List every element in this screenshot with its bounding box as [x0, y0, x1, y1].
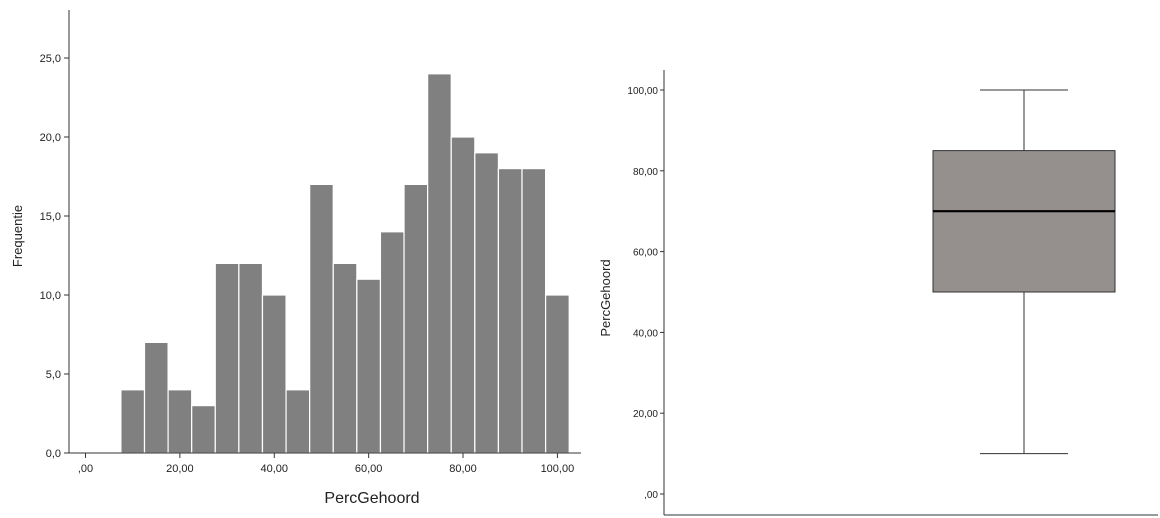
y-tick-label: 60,00: [633, 248, 658, 259]
histogram-bar: [285, 389, 311, 454]
y-axis-ticks: ,00 20,00 40,00 60,00 80,00 100,00: [627, 86, 664, 501]
x-tick-label: 20,00: [166, 463, 194, 475]
y-tick-label: 25,0: [40, 53, 61, 65]
histogram-bar: [427, 73, 452, 454]
x-tick-label: 60,00: [355, 463, 383, 475]
histogram-bar: [238, 262, 264, 454]
y-tick-label: 20,00: [633, 409, 658, 420]
y-tick-label: ,00: [644, 490, 658, 501]
histogram-bar: [356, 278, 382, 454]
histogram-bar: [332, 262, 358, 454]
y-tick-label: 10,0: [40, 290, 61, 302]
x-axis-ticks: ,00 20,00 40,00 60,00 80,00 100,00: [78, 453, 574, 475]
x-tick-label: ,00: [78, 463, 93, 475]
y-tick-label: 0,0: [46, 448, 61, 460]
histogram-bar: [474, 152, 500, 454]
histogram-bar: [191, 405, 216, 454]
x-tick-label: 80,00: [449, 463, 477, 475]
histogram-chart: 0,0 5,0 10,0 15,0 20,0 25,0 ,00 20,00 40,00 60,0…: [10, 10, 581, 507]
histogram-bar: [450, 136, 476, 454]
histogram-bar: [521, 168, 547, 454]
boxplot-chart: ,00 20,00 40,00 60,00 80,00 100,00 PercGehoor…: [598, 70, 1158, 516]
y-axis-title: PercGehoord: [598, 259, 613, 336]
histogram-bar: [214, 262, 240, 454]
y-axis-title: Frequentie: [10, 205, 25, 267]
y-tick-label: 100,00: [627, 86, 658, 97]
x-tick-label: 40,00: [261, 463, 289, 475]
boxplot-glyph: [932, 89, 1116, 455]
histogram-bar: [261, 294, 287, 454]
y-tick-label: 5,0: [46, 369, 61, 381]
iqr-box: [932, 150, 1116, 293]
x-tick-label: 100,00: [541, 463, 575, 475]
histogram-bar: [120, 389, 146, 454]
histogram-bar: [403, 183, 429, 454]
histogram-bar: [379, 231, 405, 454]
y-tick-label: 15,0: [40, 211, 61, 223]
histogram-bar: [143, 341, 169, 454]
histogram-bar: [497, 168, 523, 454]
histogram-bar: [545, 294, 570, 454]
y-axis-ticks: 0,0 5,0 10,0 15,0 20,0 25,0: [40, 53, 69, 460]
y-tick-label: 20,0: [40, 132, 61, 144]
y-tick-label: 80,00: [633, 167, 658, 178]
histogram-bar: [167, 389, 193, 454]
y-tick-label: 40,00: [633, 328, 658, 339]
histogram-bars: [120, 73, 570, 454]
histogram-bar: [309, 183, 334, 454]
x-axis-title: PercGehoord: [324, 490, 419, 507]
